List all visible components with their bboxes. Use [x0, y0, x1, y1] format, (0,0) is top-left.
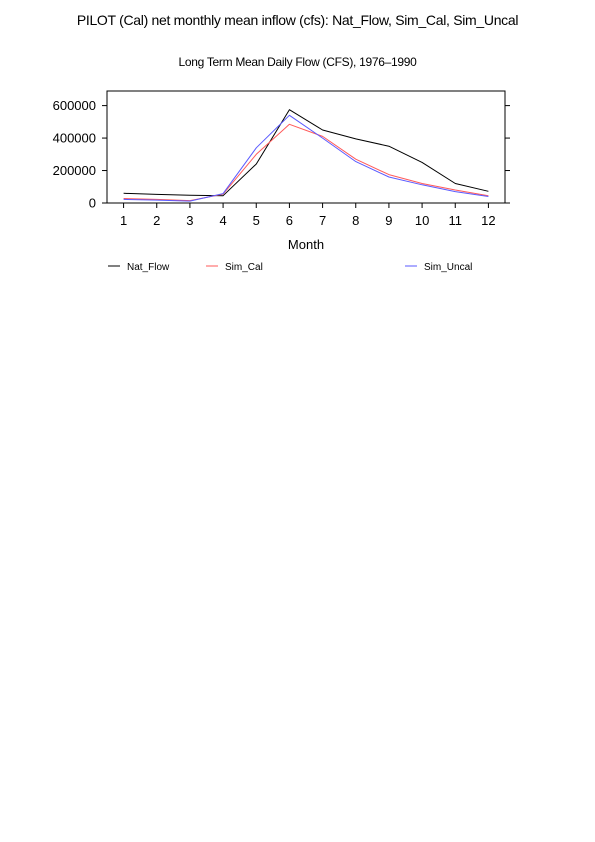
x-axis-label: Month: [288, 237, 324, 252]
x-tick-label: 8: [352, 213, 359, 228]
plot-frame: [106, 90, 506, 204]
x-tick-label: 9: [385, 213, 392, 228]
x-tick-label: 11: [449, 213, 463, 228]
series-line-sim-uncal: [123, 114, 489, 202]
x-tick-label: 7: [319, 213, 326, 228]
legend-label: Sim_Uncal: [424, 262, 472, 273]
x-tick-label: 3: [186, 213, 193, 228]
legend: Nat_Flow Sim_Cal Sim_Uncal: [108, 262, 472, 273]
y-tick-label: 0: [89, 196, 96, 211]
x-tick-label: 12: [481, 213, 495, 228]
y-tick-label: 600000: [53, 98, 96, 113]
chart-title: Long Term Mean Daily Flow (CFS), 1976–19…: [178, 55, 417, 69]
page-title: PILOT (Cal) net monthly mean inflow (cfs…: [76, 12, 519, 28]
y-tick-label: 200000: [53, 163, 96, 178]
x-tick-label: 6: [286, 213, 293, 228]
series-lines: [123, 109, 489, 202]
legend-label: Sim_Cal: [225, 262, 263, 273]
legend-label: Nat_Flow: [127, 262, 170, 273]
x-tick-label: 2: [153, 213, 160, 228]
series-line-nat-flow: [123, 109, 489, 197]
y-tick-label: 400000: [53, 131, 96, 146]
x-tick-label: 1: [120, 213, 127, 228]
x-tick-label: 5: [253, 213, 260, 228]
x-tick-label: 4: [219, 213, 226, 228]
series-line-sim-cal: [123, 123, 489, 202]
x-tick-label: 10: [415, 213, 429, 228]
